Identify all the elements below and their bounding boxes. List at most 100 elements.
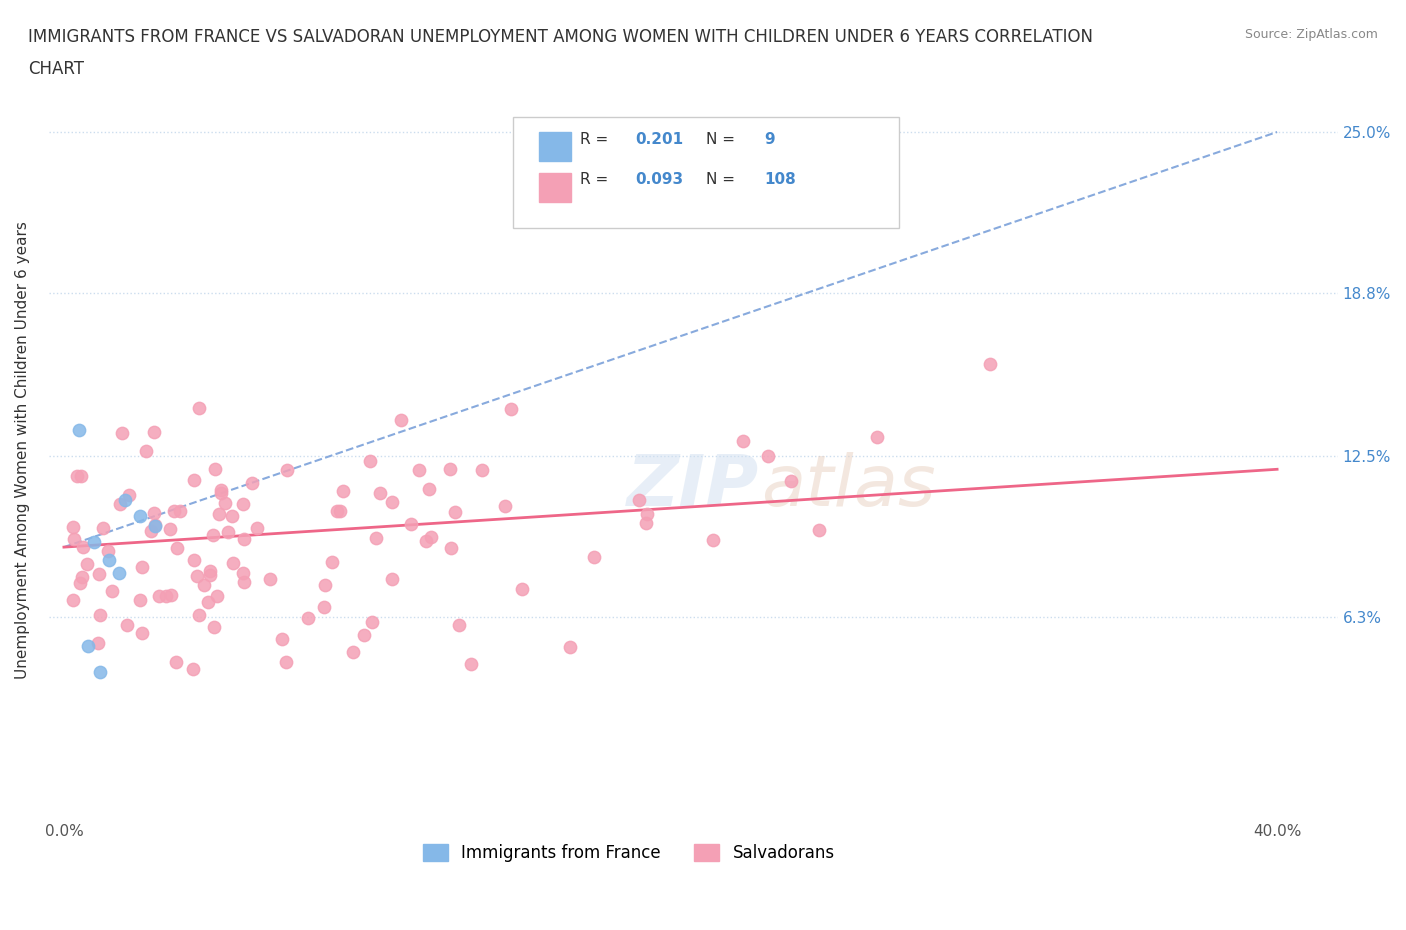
Point: [111, 426, 134, 441]
Point: [439, 462, 461, 477]
Point: [69, 576, 91, 591]
Point: [135, 444, 157, 458]
Point: [558, 640, 581, 655]
Point: [204, 461, 226, 476]
Point: [232, 566, 254, 581]
Point: [202, 619, 225, 634]
Point: [359, 454, 381, 469]
Point: [117, 618, 139, 632]
Point: [72, 539, 94, 554]
Point: [160, 588, 183, 603]
Text: N =: N =: [706, 172, 740, 188]
Point: [128, 509, 150, 524]
Point: [166, 540, 188, 555]
Point: [807, 523, 830, 538]
Point: [208, 507, 231, 522]
Point: [979, 356, 1001, 371]
Point: [97, 544, 120, 559]
Point: [142, 505, 165, 520]
Point: [353, 628, 375, 643]
Point: [62, 592, 84, 607]
Point: [143, 519, 166, 534]
Point: [98, 552, 121, 567]
Text: N =: N =: [706, 132, 740, 147]
Point: [636, 506, 658, 521]
Point: [217, 525, 239, 539]
Point: [510, 582, 533, 597]
Point: [232, 497, 254, 512]
Point: [329, 503, 352, 518]
Point: [62, 520, 84, 535]
Text: 108: 108: [763, 172, 796, 188]
Point: [202, 528, 225, 543]
Point: [731, 433, 754, 448]
Point: [381, 495, 404, 510]
Point: [91, 521, 114, 536]
Point: [197, 595, 219, 610]
Point: [70, 469, 93, 484]
Point: [67, 423, 90, 438]
Point: [186, 569, 208, 584]
Point: [181, 661, 204, 676]
Point: [76, 557, 98, 572]
Point: [187, 607, 209, 622]
Point: [214, 496, 236, 511]
Point: [165, 654, 187, 669]
Point: [198, 564, 221, 578]
Point: [381, 572, 404, 587]
Point: [209, 486, 232, 501]
Point: [193, 578, 215, 592]
Point: [314, 578, 336, 592]
Text: atlas: atlas: [761, 452, 935, 522]
Bar: [538, 132, 571, 162]
Point: [148, 589, 170, 604]
Point: [418, 482, 440, 497]
Point: [87, 635, 110, 650]
Point: [77, 638, 100, 653]
Point: [866, 429, 889, 444]
Point: [259, 572, 281, 587]
Point: [118, 488, 141, 503]
Point: [89, 607, 111, 622]
Point: [240, 476, 263, 491]
Point: [460, 657, 482, 671]
Point: [627, 493, 650, 508]
Point: [139, 524, 162, 538]
Text: ZIP: ZIP: [627, 452, 759, 522]
Point: [447, 618, 470, 632]
Point: [142, 425, 165, 440]
Text: 0.093: 0.093: [636, 172, 683, 188]
Point: [702, 533, 724, 548]
Point: [200, 567, 222, 582]
Point: [66, 469, 89, 484]
Point: [70, 569, 93, 584]
Point: [114, 493, 136, 508]
Point: [420, 530, 443, 545]
Point: [408, 463, 430, 478]
Point: [205, 589, 228, 604]
FancyBboxPatch shape: [513, 117, 900, 228]
Point: [163, 503, 186, 518]
Text: R =: R =: [579, 172, 613, 188]
Point: [87, 566, 110, 581]
Point: [128, 592, 150, 607]
Point: [494, 498, 516, 513]
Point: [332, 484, 354, 498]
Point: [439, 541, 461, 556]
Point: [389, 413, 412, 428]
Point: [188, 401, 211, 416]
Point: [246, 520, 269, 535]
Point: [297, 611, 319, 626]
Bar: [538, 173, 571, 202]
Point: [89, 664, 111, 679]
Text: 0.201: 0.201: [636, 132, 683, 147]
Point: [108, 496, 131, 511]
Y-axis label: Unemployment Among Women with Children Under 6 years: Unemployment Among Women with Children U…: [15, 221, 30, 679]
Point: [159, 522, 181, 537]
Point: [364, 531, 387, 546]
Point: [361, 614, 384, 629]
Point: [155, 589, 177, 604]
Point: [107, 565, 129, 580]
Point: [276, 462, 298, 477]
Point: [368, 485, 391, 500]
